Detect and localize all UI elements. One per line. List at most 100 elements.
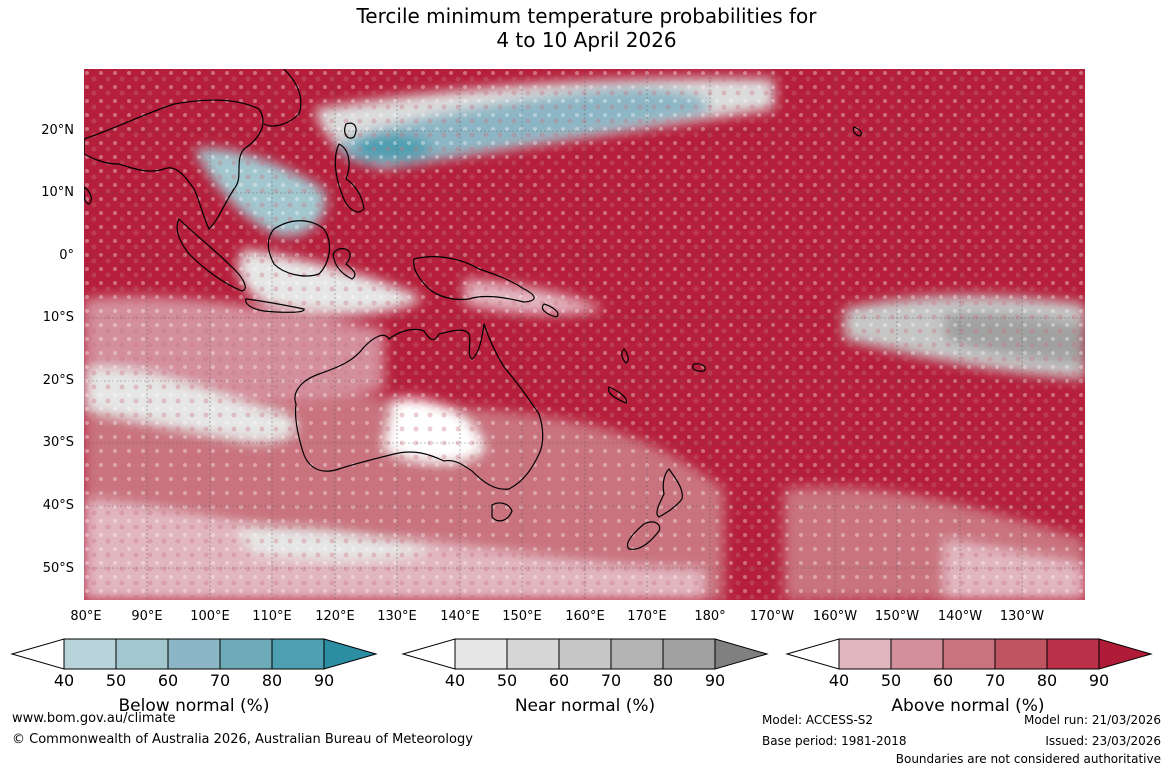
lon-label-160e: 160°E [565, 609, 605, 624]
australia-coastline [294, 323, 544, 490]
sumatra-coastline [176, 217, 246, 292]
solomon-islands-coastline [541, 303, 559, 318]
near-tick-60: 60 [548, 671, 570, 690]
colorbar-above-over-triangle [1098, 638, 1153, 670]
lat-label-equator: 0° [59, 248, 74, 263]
lon-label-160w: 160°W [812, 609, 858, 624]
lon-label-130w: 130°W [999, 609, 1045, 624]
colorbar-below-bin-40 [63, 638, 117, 670]
colorbar-near-bin-60 [558, 638, 612, 670]
below-tick-40: 40 [53, 671, 75, 690]
philippines-coastline [334, 143, 365, 213]
lat-label-20n: 20°N [41, 123, 74, 138]
field-texture [84, 69, 1085, 600]
colorbar-below-over-triangle [323, 638, 378, 670]
below-tick-80: 80 [261, 671, 283, 690]
above-tick-50: 50 [880, 671, 902, 690]
new-zealand-coastline [656, 468, 683, 518]
lon-label-150w: 150°W [874, 609, 920, 624]
lon-label-110e: 110°E [252, 609, 292, 624]
lon-label-170w: 170°W [749, 609, 795, 624]
below-tick-70: 70 [209, 671, 231, 690]
sulawesi-coastline [332, 248, 356, 280]
above-tick-80: 80 [1036, 671, 1058, 690]
sri-lanka-coastline [84, 186, 92, 205]
near-tick-70: 70 [600, 671, 622, 690]
vanuatu-coastline [621, 348, 629, 364]
near-tick-50: 50 [496, 671, 518, 690]
colorbar-below-normal [10, 638, 378, 670]
colorbar-below-bin-70 [219, 638, 273, 670]
near-tick-90: 90 [704, 671, 726, 690]
colorbar-below-bin-50 [115, 638, 169, 670]
colorbar-above-bin-70 [994, 638, 1048, 670]
colorbar-near-normal [401, 638, 769, 670]
colorbar-near-bin-40 [454, 638, 508, 670]
lat-label-30s: 30°S [42, 435, 74, 450]
near-tick-80: 80 [652, 671, 674, 690]
lon-label-130e: 130°E [377, 609, 417, 624]
colorbar-below-under-triangle [10, 638, 65, 670]
near-tick-40: 40 [444, 671, 466, 690]
colorbar-above-normal [785, 638, 1153, 670]
colorbar-below-bin-60 [167, 638, 221, 670]
china-coastline [263, 69, 302, 127]
borneo-coastline [267, 220, 331, 277]
lat-label-10n: 10°N [41, 185, 74, 200]
tasmania-coastline [491, 502, 513, 522]
colorbar-above-bin-40 [838, 638, 892, 670]
new-caledonia-coastline [607, 386, 628, 404]
hawaii-coastline [852, 126, 863, 137]
lon-label-120e: 120°E [315, 609, 355, 624]
colorbar-below-bin-80 [271, 638, 325, 670]
lon-label-140w: 140°W [937, 609, 983, 624]
footer-url[interactable]: www.bom.gov.au/climate [12, 711, 176, 726]
title-line-1: Tercile minimum temperature probabilitie… [356, 4, 817, 28]
title-line-2: 4 to 10 April 2026 [496, 28, 677, 52]
taiwan-coastline [344, 122, 357, 139]
above-normal-title: Above normal (%) [891, 696, 1045, 716]
colorbar-near-bin-70 [610, 638, 664, 670]
lon-label-150e: 150°E [502, 609, 542, 624]
probability-map [84, 69, 1085, 600]
colorbar-near-over-triangle [714, 638, 769, 670]
footer-model-run: Model run: 21/03/2026 [1023, 713, 1161, 727]
coastlines [84, 69, 863, 550]
colorbar-above-under-triangle [785, 638, 840, 670]
below-tick-50: 50 [105, 671, 127, 690]
footer-issued: Issued: 23/03/2026 [1045, 734, 1161, 748]
footer-boundaries-note: Boundaries are not considered authoritat… [895, 752, 1161, 766]
above-tick-40: 40 [828, 671, 850, 690]
footer-base-period: Base period: 1981-2018 [762, 734, 907, 748]
map-title: Tercile minimum temperature probabilitie… [0, 4, 1173, 52]
colorbar-near-bin-80 [662, 638, 716, 670]
lon-label-80e: 80°E [70, 609, 102, 624]
below-normal-title: Below normal (%) [118, 696, 270, 716]
new-guinea-coastline [413, 256, 535, 303]
footer-copyright: © Commonwealth of Australia 2026, Austra… [12, 732, 473, 747]
footer-model: Model: ACCESS-S2 [762, 713, 874, 727]
fiji-coastline [692, 363, 706, 372]
colorbar-above-bin-60 [942, 638, 996, 670]
lat-label-50s: 50°S [42, 561, 74, 576]
colorbar-near-under-triangle [401, 638, 456, 670]
colorbar-above-bin-80 [1046, 638, 1100, 670]
lon-label-90e: 90°E [131, 609, 163, 624]
lon-label-140e: 140°E [440, 609, 480, 624]
lon-label-180: 180° [694, 609, 726, 624]
below-tick-90: 90 [313, 671, 335, 690]
colorbar-near-bin-50 [506, 638, 560, 670]
lat-label-20s: 20°S [42, 373, 74, 388]
lat-label-10s: 10°S [42, 310, 74, 325]
above-tick-90: 90 [1088, 671, 1110, 690]
lon-label-170e: 170°E [627, 609, 667, 624]
above-tick-70: 70 [984, 671, 1006, 690]
lat-label-40s: 40°S [42, 498, 74, 513]
below-tick-60: 60 [157, 671, 179, 690]
se-asia-coastline [84, 99, 264, 231]
colorbar-above-bin-50 [890, 638, 944, 670]
map-canvas [84, 69, 1085, 600]
lon-label-100e: 100°E [190, 609, 230, 624]
near-normal-title: Near normal (%) [514, 696, 656, 716]
java-coastline [245, 298, 305, 313]
